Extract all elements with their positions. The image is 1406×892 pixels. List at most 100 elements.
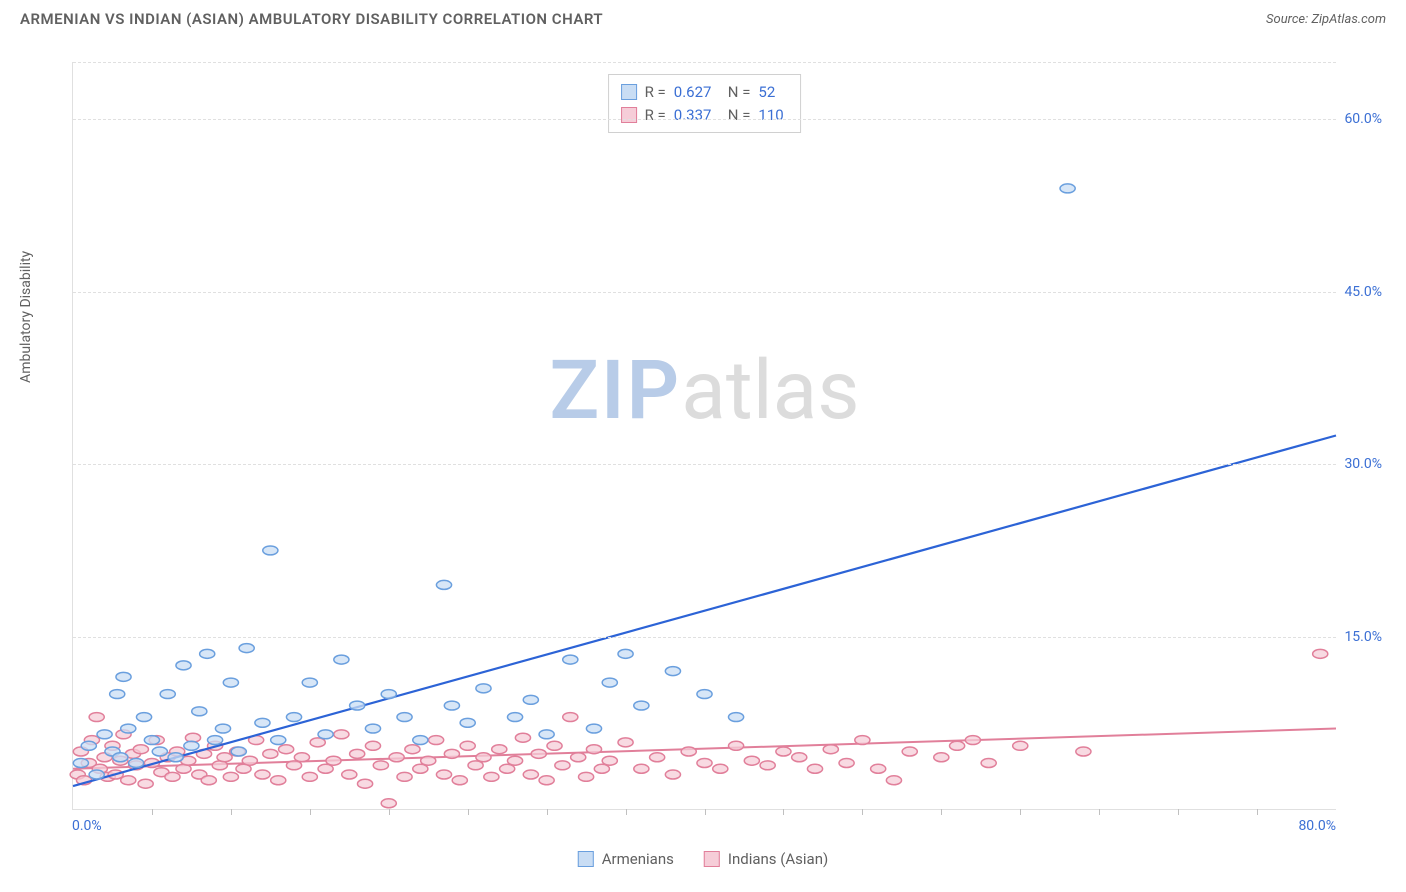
data-point-indians — [373, 761, 388, 770]
data-point-indians — [1076, 747, 1091, 756]
data-point-armenians — [665, 667, 680, 676]
stat-r-value: 0.337 — [674, 104, 720, 127]
data-point-indians — [602, 756, 617, 765]
gridline — [73, 292, 1336, 293]
data-point-indians — [555, 761, 570, 770]
data-point-armenians — [239, 644, 254, 653]
data-point-armenians — [728, 713, 743, 722]
data-point-indians — [871, 764, 886, 773]
x-tick-mark — [152, 809, 153, 815]
stat-n-label: N = — [728, 81, 751, 104]
data-point-indians — [950, 741, 965, 750]
data-point-indians — [579, 772, 594, 781]
data-point-indians — [381, 799, 396, 808]
data-point-armenians — [476, 684, 491, 693]
x-tick-mark — [626, 809, 627, 815]
x-axis-min-label: 0.0% — [72, 818, 102, 834]
data-point-armenians — [523, 695, 538, 704]
data-point-indians — [217, 753, 232, 762]
stat-n-value: 110 — [758, 104, 788, 127]
x-tick-mark — [389, 809, 390, 815]
data-point-armenians — [563, 655, 578, 664]
data-point-armenians — [350, 701, 365, 710]
data-point-armenians — [381, 690, 396, 699]
source-name: ZipAtlas.com — [1311, 12, 1386, 27]
data-point-armenians — [176, 661, 191, 670]
data-point-indians — [201, 776, 216, 785]
data-point-indians — [776, 747, 791, 756]
data-point-indians — [255, 770, 270, 779]
data-point-armenians — [81, 741, 96, 750]
gridline — [73, 62, 1336, 63]
data-point-indians — [760, 761, 775, 770]
data-point-indians — [697, 759, 712, 768]
stats-row-armenians: R =0.627N =52 — [621, 81, 789, 104]
data-point-armenians — [168, 753, 183, 762]
data-point-armenians — [184, 741, 199, 750]
data-point-indians — [713, 764, 728, 773]
x-tick-mark — [231, 809, 232, 815]
data-point-indians — [223, 772, 238, 781]
data-point-armenians — [586, 724, 601, 733]
legend-label: Indians (Asian) — [728, 850, 828, 868]
data-point-armenians — [318, 730, 333, 739]
swatch-icon — [578, 851, 594, 867]
series-legend: Armenians Indians (Asian) — [578, 850, 828, 868]
data-point-armenians — [507, 713, 522, 722]
data-point-armenians — [1060, 184, 1075, 193]
data-point-indians — [460, 741, 475, 750]
legend-item-armenians: Armenians — [578, 850, 674, 868]
data-point-armenians — [263, 546, 278, 555]
data-point-indians — [421, 756, 436, 765]
data-point-indians — [326, 756, 341, 765]
data-point-indians — [279, 745, 294, 754]
y-tick-label: 60.0% — [1344, 111, 1382, 127]
data-point-indians — [855, 736, 870, 745]
data-point-indians — [397, 772, 412, 781]
data-point-armenians — [302, 678, 317, 687]
plot-area: ZIPatlas R =0.627N =52R =0.337N =110 15.… — [72, 62, 1336, 810]
data-point-indians — [133, 745, 148, 754]
y-tick-label: 30.0% — [1344, 456, 1382, 472]
data-point-armenians — [436, 580, 451, 589]
x-tick-mark — [468, 809, 469, 815]
data-point-indians — [294, 753, 309, 762]
data-point-indians — [902, 747, 917, 756]
data-point-indians — [531, 749, 546, 758]
data-point-armenians — [413, 736, 428, 745]
x-tick-mark — [1099, 809, 1100, 815]
data-point-indians — [357, 779, 372, 788]
header: ARMENIAN VS INDIAN (ASIAN) AMBULATORY DI… — [0, 0, 1406, 32]
data-point-indians — [492, 745, 507, 754]
data-point-indians — [350, 749, 365, 758]
data-point-armenians — [89, 770, 104, 779]
data-point-indians — [728, 741, 743, 750]
data-point-armenians — [110, 690, 125, 699]
data-point-indians — [650, 753, 665, 762]
x-tick-mark — [941, 809, 942, 815]
chart-title: ARMENIAN VS INDIAN (ASIAN) AMBULATORY DI… — [20, 10, 603, 28]
stat-n-label: N = — [728, 104, 751, 127]
y-tick-label: 15.0% — [1344, 629, 1382, 645]
y-axis-label: Ambulatory Disability — [18, 251, 34, 383]
x-tick-mark — [705, 809, 706, 815]
stat-n-value: 52 — [758, 81, 788, 104]
data-point-indians — [839, 759, 854, 768]
data-point-indians — [586, 745, 601, 754]
data-point-indians — [484, 772, 499, 781]
data-point-indians — [634, 764, 649, 773]
x-tick-mark — [862, 809, 863, 815]
data-point-armenians — [255, 718, 270, 727]
data-point-indians — [823, 745, 838, 754]
y-tick-label: 45.0% — [1344, 284, 1382, 300]
data-point-armenians — [144, 736, 159, 745]
data-point-armenians — [152, 747, 167, 756]
stats-legend: R =0.627N =52R =0.337N =110 — [608, 74, 802, 133]
data-point-indians — [389, 753, 404, 762]
data-point-indians — [507, 756, 522, 765]
data-point-indians — [452, 776, 467, 785]
source-attribution: Source: ZipAtlas.com — [1266, 12, 1386, 27]
data-point-indians — [334, 730, 349, 739]
trend-line-armenians — [73, 436, 1336, 787]
x-axis-max-label: 80.0% — [1298, 818, 1336, 834]
